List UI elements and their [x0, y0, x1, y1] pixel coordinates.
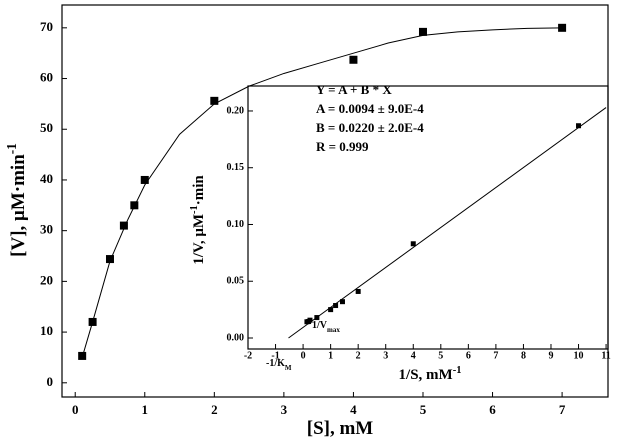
data-point — [355, 288, 361, 294]
data-point — [328, 307, 334, 313]
x-tick-label: 3 — [281, 402, 288, 417]
data-point — [140, 175, 149, 184]
x-tick-label: -1 — [271, 350, 279, 361]
x-tick-label: 3 — [383, 350, 388, 361]
annotation-part: R = 0.999 — [316, 139, 369, 154]
data-point — [349, 55, 358, 64]
annotation-part: Y = A + B * X — [316, 82, 392, 97]
x-tick-label: 2 — [356, 350, 361, 361]
data-point — [410, 241, 416, 247]
x-tick-label: 5 — [438, 350, 443, 361]
fit-line — [81, 27, 563, 358]
y-tick-label: 0.05 — [227, 276, 245, 287]
y-axis-label-part: [V], μM·min — [8, 154, 29, 257]
x-tick-label: 1 — [142, 402, 149, 417]
y-tick-label: 30 — [40, 222, 53, 237]
data-point — [339, 299, 345, 305]
x-tick-label: 11 — [601, 350, 610, 361]
y-tick-label: 70 — [40, 19, 53, 34]
x-axis-label-part: -1 — [453, 365, 462, 376]
x-tick-label: 5 — [420, 402, 427, 417]
data-point — [307, 317, 313, 323]
annotation-part: A = 0.0094 ± 9.0E-4 — [316, 101, 424, 116]
x-tick-label: 0 — [72, 402, 79, 417]
y-axis-label-part: ·min — [191, 175, 207, 206]
x-tick-label: 6 — [466, 350, 471, 361]
y-axis-label: [V], μM·min-1 — [4, 143, 30, 257]
x-tick-label: 7 — [559, 402, 566, 417]
x-axis-label: 1/S, mM-1 — [399, 365, 462, 384]
data-point — [105, 255, 114, 264]
plot-frame — [61, 4, 609, 398]
annotation-part: -1/K — [266, 358, 285, 369]
annotation: B = 0.0220 ± 2.0E-4 — [316, 120, 424, 135]
x-tick-label: 4 — [350, 402, 357, 417]
x-tick-label: 6 — [489, 402, 496, 417]
x-tick-label: 4 — [411, 350, 416, 361]
y-axis-label-part: 1/V, μM — [191, 214, 207, 265]
y-tick-label: 0.00 — [227, 332, 245, 343]
annotation: 1/Vmax — [312, 320, 340, 333]
x-tick-label: 9 — [548, 350, 553, 361]
y-tick-label: 20 — [40, 272, 53, 287]
x-tick-label: 1 — [328, 350, 333, 361]
y-tick-label: 0.15 — [227, 162, 245, 173]
x-tick-label: -2 — [244, 350, 252, 361]
y-tick-label: 50 — [40, 120, 53, 135]
annotation: Y = A + B * X — [316, 82, 392, 97]
plot-frame — [247, 85, 609, 350]
x-axis-label-part: 1/S, mM — [399, 367, 453, 383]
x-tick-label: 10 — [574, 350, 584, 361]
x-tick-label: 0 — [301, 350, 306, 361]
y-tick-label: 10 — [40, 323, 53, 338]
annotation-part: B = 0.0220 ± 2.0E-4 — [316, 120, 424, 135]
x-tick-label: 7 — [493, 350, 498, 361]
y-tick-label: 40 — [40, 171, 53, 186]
annotation: A = 0.0094 ± 9.0E-4 — [316, 101, 424, 116]
annotation-part: M — [285, 364, 292, 372]
y-tick-label: 0.10 — [227, 219, 245, 230]
y-tick-label: 60 — [40, 70, 53, 85]
x-tick-label: 2 — [211, 402, 218, 417]
data-point — [333, 303, 339, 309]
data-point — [210, 96, 219, 105]
y-tick-label: 0.20 — [227, 105, 245, 116]
y-axis-label-part: -1 — [4, 143, 19, 154]
data-point — [119, 221, 128, 230]
x-axis-label: [S], mM — [307, 418, 374, 439]
y-axis-label: 1/V, μM-1·min — [189, 175, 208, 265]
annotation: R = 0.999 — [316, 139, 369, 154]
data-point — [418, 27, 427, 36]
y-axis-label-part: -1 — [189, 205, 200, 214]
y-tick-label: 0 — [47, 374, 54, 389]
annotation-part: 1/V — [312, 320, 328, 331]
data-point — [576, 123, 582, 129]
annotation: -1/KM — [266, 358, 292, 371]
x-axis-label-part: [S], mM — [307, 418, 374, 439]
x-tick-label: 8 — [521, 350, 526, 361]
fit-line — [288, 107, 607, 339]
annotation-part: max — [327, 326, 340, 334]
